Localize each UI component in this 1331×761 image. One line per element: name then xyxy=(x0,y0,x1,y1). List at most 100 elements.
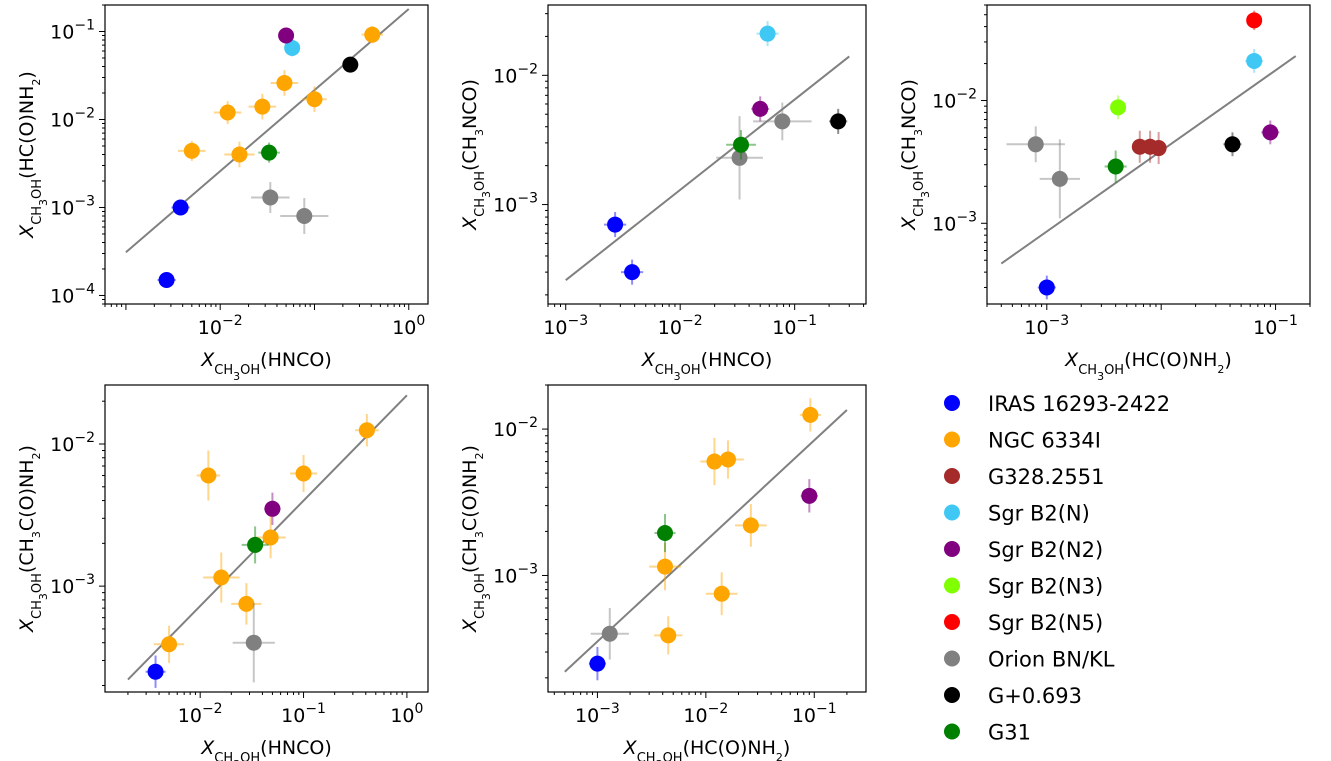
x-tick-label: 100 xyxy=(392,313,425,339)
legend-label: NGC 6334I xyxy=(988,429,1101,453)
legend-marker xyxy=(944,541,960,557)
data-point xyxy=(247,536,264,553)
x-tick-label: 100 xyxy=(390,701,423,727)
x-tick-label: 10−2 xyxy=(178,701,223,727)
y-tick-label: 10−2 xyxy=(932,87,977,113)
y-axis-label: XCH3OH(CH3NCO) xyxy=(459,79,493,231)
data-point xyxy=(1038,279,1055,296)
x-tick-label: 10−1 xyxy=(792,701,837,727)
y-tick-label: 10−1 xyxy=(50,17,95,43)
data-point xyxy=(278,27,295,44)
data-point xyxy=(200,467,217,484)
data-point xyxy=(342,56,359,73)
plot-frame xyxy=(104,384,429,693)
legend-item: G328.2551 xyxy=(944,465,1104,489)
y-axis-label: XCH3OH(CH3NCO) xyxy=(898,79,932,231)
legend-item: IRAS 16293-2422 xyxy=(944,392,1170,416)
x-axis-label: XCH3OH(HNCO) xyxy=(200,349,332,383)
x-axis-label: XCH3OH(HNCO) xyxy=(641,349,773,383)
data-point xyxy=(172,199,189,216)
plot-frame xyxy=(104,4,429,305)
x-tick-label: 10−3 xyxy=(543,313,588,339)
y-tick-label: 10−3 xyxy=(50,572,95,598)
y-tick-label: 10−3 xyxy=(493,561,538,587)
data-point xyxy=(238,595,255,612)
x-tick-label: 10−3 xyxy=(1024,313,1069,339)
legend-label: Sgr B2(N) xyxy=(988,502,1090,526)
y-axis-label: XCH3OH(HC(O)NH2) xyxy=(16,71,50,239)
legend-item: G31 xyxy=(944,721,1031,745)
legend-item: Sgr B2(N) xyxy=(944,502,1090,526)
data-point xyxy=(802,406,819,423)
data-point xyxy=(759,25,776,42)
data-point xyxy=(158,271,175,288)
x-tick-label: 10−2 xyxy=(658,313,703,339)
x-axis-label: XCH3OH(HC(O)NH2) xyxy=(623,737,791,761)
legend-label: Orion BN/KL xyxy=(988,648,1115,672)
scatter-panel-4: 10−2 10−1 100 10−3 10−2 XCH3OH(HNCO) XCH3OH(CH… xyxy=(16,384,429,761)
legend-item: NGC 6334I xyxy=(944,429,1101,453)
fit-line xyxy=(1000,55,1297,265)
data-point xyxy=(830,113,847,130)
y-axis-label: XCH3OH(CH3C(O)NH2) xyxy=(16,445,50,633)
legend-marker xyxy=(944,614,960,630)
data-point xyxy=(364,26,381,43)
data-point xyxy=(657,558,674,575)
legend-label: G31 xyxy=(988,721,1031,745)
legend-item: Orion BN/KL xyxy=(944,648,1115,672)
x-tick-label: 10−3 xyxy=(575,701,620,727)
data-point xyxy=(358,422,375,439)
legend-marker xyxy=(944,468,960,484)
plot-frame xyxy=(986,4,1311,305)
legend-marker xyxy=(944,504,960,521)
x-axis-label: XCH3OH(HNCO) xyxy=(200,737,332,761)
y-tick-label: 10−4 xyxy=(50,281,95,307)
data-point xyxy=(231,146,248,163)
scatter-panel-3: 10−3 10−1 10−3 10−2 XCH3OH(HC(O)NH2) XCH3OH(C… xyxy=(898,4,1311,383)
scatter-panel-2: 10−3 10−2 10−1 10−3 10−2 XCH3OH(HNCO) XCH3OH(C… xyxy=(459,4,867,383)
data-point xyxy=(752,100,769,117)
legend-label: Sgr B2(N5) xyxy=(988,611,1103,635)
data-point xyxy=(657,525,674,542)
data-point xyxy=(742,517,759,534)
data-point xyxy=(262,189,279,206)
data-point xyxy=(1246,12,1263,29)
data-point xyxy=(1027,136,1044,153)
y-tick-label: 10−3 xyxy=(50,193,95,219)
panels: 10−2 100 10−4 10−3 10−2 10−1 XCH3OH(HNCO) XCH3O… xyxy=(16,4,1311,761)
data-point xyxy=(624,264,641,281)
legend: IRAS 16293-2422 NGC 6334I G328.2551 Sgr B2(… xyxy=(944,392,1170,745)
data-point xyxy=(660,627,677,644)
data-point xyxy=(295,465,312,482)
y-tick-label: 10−3 xyxy=(493,191,538,217)
legend-label: Sgr B2(N3) xyxy=(988,575,1103,599)
legend-marker xyxy=(944,431,960,448)
data-point xyxy=(1224,136,1241,153)
y-axis-label: XCH3OH(CH3C(O)NH2) xyxy=(459,445,493,633)
data-point xyxy=(706,453,723,470)
fit-line xyxy=(565,55,850,281)
data-point xyxy=(1110,99,1127,116)
data-point xyxy=(147,663,164,680)
data-point xyxy=(254,98,271,115)
y-tick-label: 10−2 xyxy=(493,61,538,87)
x-tick-label: 10−1 xyxy=(1253,313,1298,339)
y-tick-label: 10−2 xyxy=(50,430,95,456)
legend-marker xyxy=(944,650,960,667)
legend-marker xyxy=(944,723,960,740)
scatter-panel-5: 10−3 10−2 10−1 10−3 10−2 XCH3OH(HC(O)NH2) XCH3… xyxy=(459,384,867,761)
x-tick-label: 10−1 xyxy=(772,313,817,339)
data-point xyxy=(306,91,323,108)
data-point xyxy=(607,216,624,233)
data-point xyxy=(262,529,279,546)
data-point xyxy=(213,569,230,586)
y-tick-label: 10−3 xyxy=(932,209,977,235)
data-point xyxy=(161,636,178,653)
data-point xyxy=(601,625,618,642)
data-point xyxy=(1107,158,1124,175)
data-point xyxy=(589,655,606,672)
fit-line xyxy=(125,8,410,253)
data-point xyxy=(719,451,736,468)
x-tick-label: 10−2 xyxy=(683,701,728,727)
data-point xyxy=(731,149,748,166)
